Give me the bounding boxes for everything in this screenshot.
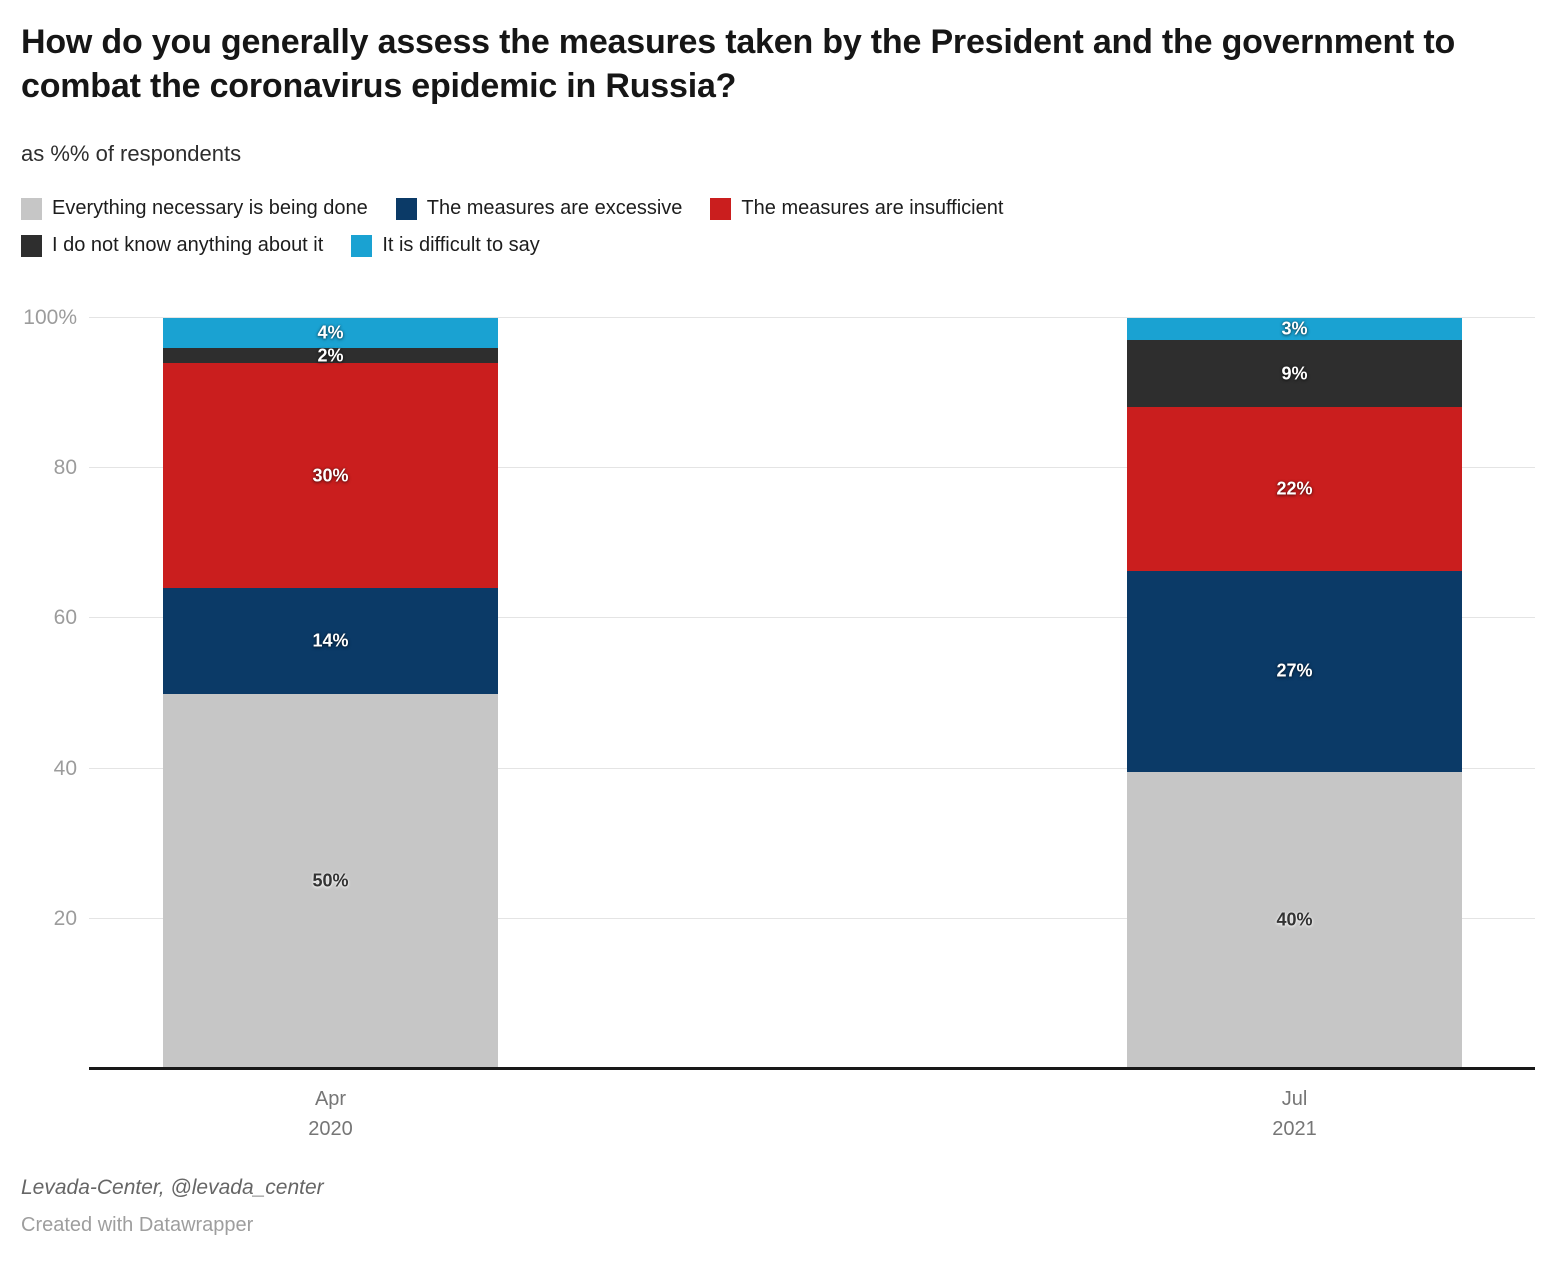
legend-item: The measures are insufficient [710, 197, 1003, 220]
y-axis-tick-label: 40 [53, 756, 77, 780]
gridline [89, 767, 1535, 769]
legend-row: Everything necessary is being done The me… [21, 197, 1031, 220]
bar-value-label: 4% [317, 322, 344, 343]
y-axis-tick-label: 60 [53, 606, 77, 630]
legend-row: I do not know anything about it It is dif… [21, 234, 1031, 257]
y-axis-tick-label: 20 [53, 906, 77, 930]
bar-segment[interactable]: 50% [163, 693, 498, 1069]
legend-item: I do not know anything about it [21, 234, 323, 257]
legend-swatch [21, 234, 42, 257]
chart-title: How do you generally assess the measures… [21, 23, 1456, 105]
legend-item: Everything necessary is being done [21, 197, 368, 220]
legend-item: It is difficult to say [351, 234, 540, 257]
legend-swatch [710, 197, 732, 220]
y-axis-tick-label: 80 [53, 456, 77, 480]
gridline [89, 617, 1535, 619]
legend-item-label: I do not know anything about it [52, 234, 324, 256]
gridline [89, 917, 1535, 919]
bar-value-label: 14% [312, 630, 349, 651]
bar-segment[interactable]: 9% [1127, 340, 1462, 408]
plot-area: 20 40 60 80 100% 4% 2% 30% 14% 50% Apr 2020 3% 9% 22% 2… [23, 306, 1535, 1140]
legend-item-label: It is difficult to say [382, 234, 540, 256]
x-axis-baseline [89, 1067, 1535, 1070]
bar-value-label: 9% [1281, 363, 1308, 384]
legend-swatch [21, 197, 42, 220]
stacked-bar-apr-2020: 4% 2% 30% 14% 50% [163, 318, 498, 1069]
bar-value-label: 3% [1281, 318, 1308, 339]
bar-value-label: 2% [317, 345, 344, 366]
legend-item-label: Everything necessary is being done [52, 197, 368, 219]
bar-value-label: 22% [1276, 478, 1313, 499]
bar-segment[interactable]: 30% [163, 363, 498, 589]
bar-segment[interactable]: 14% [163, 588, 498, 694]
bar-value-label: 50% [312, 870, 349, 891]
legend-item-label: The measures are excessive [426, 197, 683, 219]
legend: Everything necessary is being done The me… [21, 197, 1031, 271]
y-axis-tick-label: 100% [23, 306, 77, 329]
bar-segment[interactable]: 4% [163, 318, 498, 349]
source-text: Levada-Center, @levada_center [21, 1176, 324, 1199]
legend-item: The measures are excessive [395, 197, 683, 220]
legend-swatch [395, 197, 417, 220]
bar-segment[interactable]: 22% [1127, 407, 1462, 571]
x-axis-category-label: Apr 2020 [308, 1088, 353, 1140]
gridline [89, 467, 1535, 469]
bar-value-label: 27% [1276, 660, 1313, 681]
bar-value-label: 40% [1276, 909, 1313, 930]
bar-segment[interactable]: 40% [1127, 771, 1462, 1069]
legend-item-label: The measures are insufficient [741, 197, 1004, 219]
bar-segment[interactable]: 2% [163, 345, 498, 366]
credit-text: Created with Datawrapper [21, 1214, 254, 1236]
chart-subtitle: as %% of respondents [21, 141, 242, 166]
stacked-bar-jul-2021: 3% 9% 22% 27% 40% [1127, 318, 1462, 1069]
legend-swatch [351, 234, 373, 257]
bar-value-label: 30% [312, 465, 349, 486]
bar-segment[interactable]: 27% [1127, 570, 1462, 772]
bar-segment[interactable]: 3% [1127, 318, 1462, 341]
gridline [89, 317, 1535, 318]
x-axis-category-label: Jul 2021 [1272, 1088, 1317, 1140]
